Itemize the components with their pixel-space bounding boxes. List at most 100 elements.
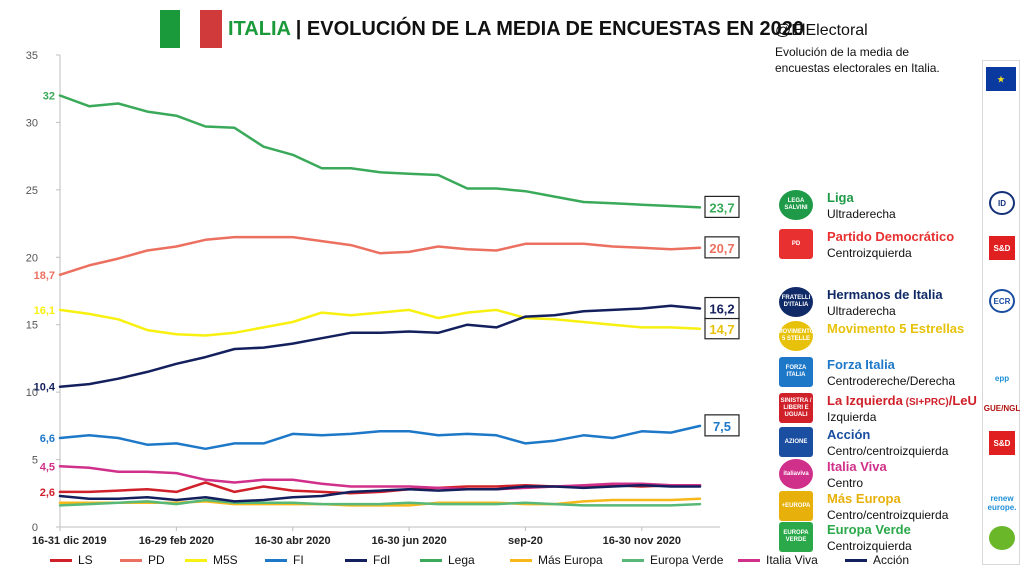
party-name: La Izquierda (SI+PRC)/LeU [827,393,977,408]
party-name-suffix: /LeU [948,393,977,408]
legend-item: LS [50,553,93,567]
chart-labels: 2,6 18,7 20,7 16,1 14,7 6,6 7,5 10,4 16,2 32 23,7 4… [34,90,740,499]
series-line-fdi [58,304,702,388]
legend-swatch [845,558,867,562]
legend-swatch [265,558,287,562]
flag-red-stripe [200,10,222,48]
party-ideology: Centrodereche/Derecha [827,374,956,388]
europa-verde-logo-icon: EUROPA VERDE [779,522,813,552]
series-line-lega [58,94,702,209]
mas-europa-logo-icon: +EUROPA [779,491,813,521]
series-end-label: 16,2 [709,302,734,317]
legend-item: PD [120,553,165,567]
y-tick-label: 10 [26,387,38,399]
series-end-label: 20,7 [709,241,734,256]
page-title: ITALIA | EVOLUCIÓN DE LA MEDIA DE ENCUES… [228,18,804,41]
legend-item: Acción [845,553,909,567]
x-tick-label: 16-30 jun 2020 [371,535,446,547]
series-line-ls [58,481,702,495]
y-tick-label: 5 [32,455,38,467]
series-start-label: 18,7 [34,270,55,282]
legend-item: Más Europa [510,553,603,567]
party-name: Liga [827,190,854,205]
party-name-text: Forza Italia [827,357,895,372]
legend-item: Lega [420,553,475,567]
x-tick-label: sep-20 [508,535,543,547]
party-name: Hermanos de Italia [827,287,943,302]
legend-label: M5S [213,553,238,567]
renew-group-icon: renew europe. [987,494,1017,512]
legend-label: FI [293,553,304,567]
series-end-label: 23,7 [709,200,734,215]
legend-swatch [510,558,532,562]
series-line-fi [58,424,702,451]
party-name: Acción [827,427,870,442]
party-name-text: Liga [827,190,854,205]
y-tick-label: 20 [26,252,38,264]
pd-logo-icon: PD [779,229,813,259]
flag-white-stripe [180,10,202,48]
flag-green-stripe [160,10,182,48]
party-name: Italia Viva [827,459,887,474]
series-line-europa-verde [58,498,702,507]
series-end-label-box [704,296,740,320]
x-tick-label: 16-30 abr 2020 [255,535,331,547]
chart-axes: 0 5 10 15 20 25 30 35 16-31 dic 2019 16-29 feb 20… [26,50,720,547]
legend-swatch [120,558,142,562]
y-tick-label: 25 [26,185,38,197]
ecr-group-icon: ECR [989,289,1015,313]
party-ideology: Centro [827,476,864,490]
fi-logo-icon: FORZA ITALIA [779,357,813,387]
eu-group-column: ★ ID S&D ECR epp GUE/NGL S&D renew europe. [982,60,1020,565]
title-country: ITALIA [228,18,291,40]
party-name-coalition: (SI+PRC) [902,397,949,408]
party-name-text: Acción [827,427,871,442]
line-chart: 0 5 10 15 20 25 30 35 16-31 dic 2019 16-29 feb 20… [26,50,740,547]
x-tick-label: 16-30 nov 2020 [603,535,681,547]
legend-label: FdI [373,553,391,567]
legend-label: LS [78,553,93,567]
series-start-label: 6,6 [40,433,55,445]
party-name-text: Hermanos de Italia [827,287,943,302]
title-text: | EVOLUCIÓN DE LA MEDIA DE ENCUESTAS EN … [295,18,805,40]
gue-ngl-group-icon: GUE/NGL [983,403,1021,413]
party-ideology: Centroizquierda [827,246,912,260]
legend-label: PD [148,553,165,567]
legend-item: Italia Viva [738,553,818,567]
epp-group-icon: epp [994,373,1010,383]
series-line-pd [58,235,702,277]
series-start-label: 16,1 [34,305,55,317]
series-line-m5s [58,308,702,337]
series-legend: LS PD M5S FI FdI Lega Más Europa Europa Verde It… [0,553,1024,573]
sd-group-icon: S&D [989,431,1015,455]
legend-label: Europa Verde [650,553,724,567]
series-end-label-box [704,195,740,218]
m5s-logo-icon: MOVIMENTO 5 STELLE [778,321,814,351]
party-ideology: Centro/centroizquierda [827,508,949,522]
series-start-label: 10,4 [34,382,56,394]
legend-swatch [622,558,644,562]
legend-item: Europa Verde [622,553,723,567]
legend-label: Lega [448,553,475,567]
legend-label: Acción [873,553,910,567]
y-tick-label: 35 [26,50,38,62]
y-tick-label: 15 [26,320,38,332]
legend-item: M5S [185,553,238,567]
legend-label: Italia Viva [766,553,818,567]
source-handle: @ElElectoral [775,22,868,39]
italia-viva-logo-icon: italiaviva [779,459,813,489]
series-end-label: 7,5 [713,419,731,434]
party-name: Forza Italia [827,357,895,372]
fdi-logo-icon: FRATELLI D'ITALIA [779,287,813,317]
party-name-text: La Izquierda [827,393,903,408]
legend-label: Más Europa [538,553,603,567]
party-name-text: Europa Verde [827,522,911,537]
x-tick-label: 16-31 dic 2019 [32,535,107,547]
source-description: Evolución de la media de encuestas elect… [775,45,940,75]
y-tick-label: 30 [26,117,38,129]
series-end-label-box [704,414,740,437]
legend-swatch [738,558,760,562]
legend-swatch [50,558,72,562]
legend-swatch [185,558,207,562]
